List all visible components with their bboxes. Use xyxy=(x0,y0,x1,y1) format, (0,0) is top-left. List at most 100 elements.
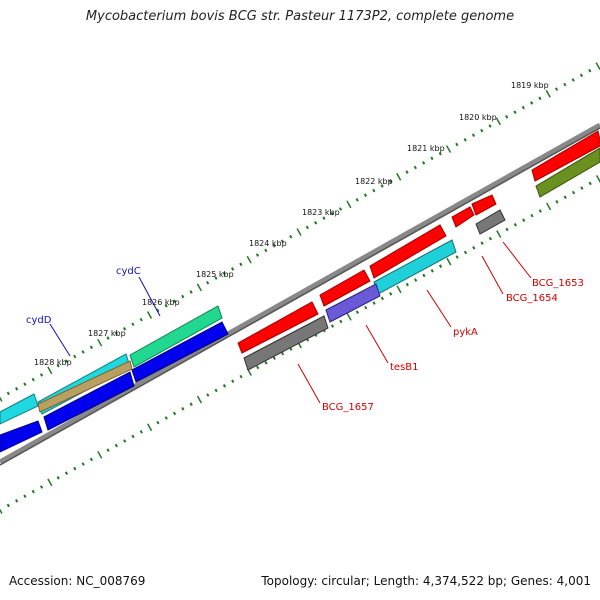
gene-label-cydC[interactable]: cydC xyxy=(116,266,141,277)
tick-mark xyxy=(281,351,285,356)
tick-mark xyxy=(463,250,468,255)
tick-mark xyxy=(0,396,3,402)
tick-mark xyxy=(147,423,153,432)
tick-mark xyxy=(389,292,393,296)
tick-mark xyxy=(513,223,517,227)
tick-mark xyxy=(23,494,27,498)
feature-red-pykA[interactable] xyxy=(369,224,447,279)
feature-blue-left[interactable] xyxy=(0,420,43,453)
tick-mark xyxy=(222,384,227,388)
tick-mark xyxy=(131,434,135,439)
tick-mark xyxy=(488,236,493,241)
tick-mark xyxy=(164,416,168,420)
tick-mark xyxy=(372,301,376,305)
tick-mark xyxy=(314,221,318,225)
tick-mark xyxy=(6,503,10,508)
tick-mark xyxy=(405,282,409,287)
tick-mark xyxy=(106,336,110,340)
gene-label-BCG_1654[interactable]: BCG_1654 xyxy=(506,293,558,304)
tick-mark xyxy=(380,184,384,188)
tick-mark xyxy=(289,234,293,239)
label-connectors xyxy=(49,241,532,404)
tick-mark xyxy=(388,179,393,184)
tick-mark xyxy=(571,78,575,82)
tick-mark xyxy=(346,200,352,209)
tick-mark xyxy=(546,202,552,211)
tick-mark xyxy=(405,170,409,174)
feature-green-cydC[interactable] xyxy=(129,305,223,368)
tick-mark xyxy=(571,190,576,195)
tick-mark xyxy=(355,197,359,202)
feature-blue-cydC[interactable] xyxy=(131,321,229,383)
tick-mark xyxy=(31,377,35,382)
tick-mark xyxy=(246,255,252,264)
tick-mark xyxy=(488,124,492,128)
tick-mark xyxy=(256,365,260,370)
tick-mark xyxy=(495,117,501,126)
genome-backbone-shadow xyxy=(0,127,600,466)
feature-olive-1819[interactable] xyxy=(535,147,600,198)
feature-purple-tesB1[interactable] xyxy=(325,283,381,323)
tick-mark xyxy=(97,450,103,459)
tick-mark xyxy=(89,457,94,462)
tick-mark xyxy=(56,476,60,480)
tick-mark xyxy=(156,308,160,313)
tick-mark xyxy=(563,82,567,87)
feature-red-1819[interactable] xyxy=(531,130,600,182)
kbp-labels: 1819 kbp 1820 kbp 1821 kbp 1822 kbp 1823… xyxy=(34,81,549,367)
tick-mark xyxy=(330,211,334,216)
tick-mark xyxy=(530,213,534,218)
tick-mark xyxy=(47,478,53,487)
gene-label-cydD[interactable]: cydD xyxy=(26,315,52,326)
tick-mark xyxy=(56,363,60,368)
tick-mark xyxy=(521,105,525,110)
feature-red-tesB1[interactable] xyxy=(319,269,371,307)
gene-label-BCG_1657[interactable]: BCG_1657 xyxy=(322,402,374,413)
tick-mark xyxy=(73,466,77,471)
gene-label-BCG_1653[interactable]: BCG_1653 xyxy=(532,278,584,289)
tick-mark xyxy=(181,407,185,411)
tick-mark xyxy=(146,311,153,319)
tick-mark xyxy=(445,145,452,153)
genome-summary-text: Topology: circular; Length: 4,374,522 bp… xyxy=(261,574,591,588)
tick-mark xyxy=(0,508,3,514)
feature-red-small-b[interactable] xyxy=(471,194,497,216)
kbp-label: 1824 kbp xyxy=(249,239,287,248)
kbp-label: 1825 kbp xyxy=(196,270,234,279)
gene-label-pykA[interactable]: pykA xyxy=(453,327,478,338)
tick-mark xyxy=(595,62,600,70)
feature-gray-1653[interactable] xyxy=(475,209,506,235)
tick-mark xyxy=(6,391,10,396)
tick-mark xyxy=(595,174,600,183)
tick-mark xyxy=(496,230,502,238)
tick-mark xyxy=(272,356,276,361)
feature-gray-1657[interactable] xyxy=(243,315,329,371)
feature-blue-cydD[interactable] xyxy=(43,371,135,431)
feature-red-small-a[interactable] xyxy=(451,206,475,228)
second-row-features xyxy=(0,147,600,453)
tick-mark xyxy=(463,138,467,142)
tick-mark xyxy=(181,294,185,299)
tick-mark xyxy=(446,257,452,266)
tick-mark xyxy=(330,324,335,328)
tick-mark xyxy=(131,322,135,327)
tick-mark xyxy=(480,241,484,246)
gene-labels: cydC cydD BCG_1653 BCG_1654 pykA tesB1 B… xyxy=(26,266,584,413)
tick-mark xyxy=(322,216,326,221)
tick-mark xyxy=(239,262,243,267)
feature-tan-cydD[interactable] xyxy=(37,360,133,413)
tick-mark xyxy=(513,110,517,114)
tick-mark xyxy=(264,361,268,365)
tick-mark xyxy=(505,114,509,119)
tick-mark xyxy=(580,186,584,190)
feature-cyan-left[interactable] xyxy=(0,393,39,425)
feature-red-BCG1657[interactable] xyxy=(237,301,319,354)
tick-mark xyxy=(39,373,44,377)
tick-mark xyxy=(455,255,459,259)
tick-mark xyxy=(422,273,426,278)
tick-mark xyxy=(123,439,127,443)
tick-mark xyxy=(214,276,218,280)
gene-label-tesB1[interactable]: tesB1 xyxy=(390,362,419,373)
tick-mark xyxy=(505,227,509,232)
tick-mark xyxy=(255,253,260,257)
